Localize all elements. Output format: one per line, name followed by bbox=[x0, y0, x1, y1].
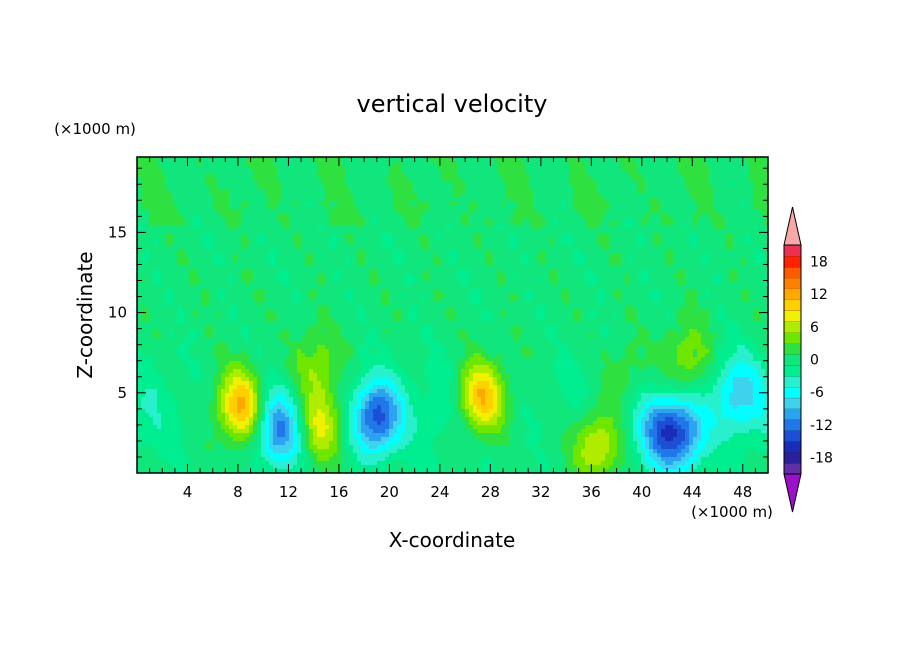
x-axis-label: X-coordinate bbox=[389, 528, 516, 552]
colorbar-tick-label: 6 bbox=[810, 320, 819, 336]
x-tick-label: 12 bbox=[279, 483, 298, 501]
x-axis-ticks: 4 8 12 16 20 24 28 32 36 40 44 48 bbox=[149, 157, 756, 501]
colorbar-swatch bbox=[784, 299, 801, 311]
x-tick-label: 4 bbox=[183, 483, 193, 501]
colorbar-swatch bbox=[784, 245, 801, 257]
colorbar-tick-label: -18 bbox=[810, 451, 833, 467]
colorbar-tick-label: -6 bbox=[810, 385, 824, 401]
colorbar-swatch bbox=[784, 386, 801, 398]
colorbar-swatch bbox=[784, 452, 801, 464]
colorbar-swatch bbox=[784, 332, 801, 344]
colorbar-swatch bbox=[784, 343, 801, 355]
colorbar-swatch bbox=[784, 266, 801, 279]
x-tick-label: 16 bbox=[329, 483, 348, 501]
colorbar-tick-label: 18 bbox=[810, 254, 828, 270]
x-tick-label: 8 bbox=[233, 483, 243, 501]
colorbar-tick-label: 12 bbox=[810, 287, 828, 303]
x-tick-label: 48 bbox=[733, 483, 752, 501]
y-tick-label: 15 bbox=[108, 223, 127, 241]
colorbar-swatch bbox=[784, 288, 801, 300]
colorbar-swatch bbox=[784, 397, 801, 409]
x-tick-label: 40 bbox=[632, 483, 651, 501]
x-tick-label: 36 bbox=[582, 483, 601, 501]
y-axis-label: Z-coordinate bbox=[73, 251, 97, 378]
x-tick-label: 28 bbox=[481, 483, 500, 501]
x-tick-label: 32 bbox=[531, 483, 550, 501]
y-axis-ticks: 5 10 15 bbox=[108, 167, 768, 458]
colorbar-top-arrow bbox=[783, 206, 802, 246]
y-unit-label: (×1000 m) bbox=[54, 120, 136, 138]
colorbar-swatch bbox=[784, 441, 801, 453]
contour-field bbox=[137, 157, 768, 473]
y-tick-label: 10 bbox=[108, 304, 127, 322]
colorbar-swatch bbox=[784, 463, 801, 475]
x-tick-label: 20 bbox=[380, 483, 399, 501]
colorbar-swatch bbox=[784, 354, 801, 366]
y-tick-label: 5 bbox=[117, 384, 127, 402]
colorbar-tick-label: -12 bbox=[810, 418, 833, 434]
colorbar bbox=[783, 206, 802, 513]
chart-title: vertical velocity bbox=[357, 90, 548, 118]
colorbar-labels: 18 12 6 0 -6 -12 -18 bbox=[810, 254, 833, 466]
colorbar-swatch bbox=[784, 310, 801, 322]
x-tick-label: 44 bbox=[683, 483, 702, 501]
colorbar-swatch bbox=[784, 255, 801, 268]
colorbar-swatch bbox=[784, 419, 801, 431]
colorbar-swatch bbox=[784, 430, 801, 442]
colorbar-swatch bbox=[784, 364, 801, 377]
x-tick-label: 24 bbox=[430, 483, 449, 501]
x-unit-label: (×1000 m) bbox=[691, 503, 773, 521]
colorbar-bottom-arrow bbox=[783, 473, 802, 513]
colorbar-swatch bbox=[784, 321, 801, 333]
colorbar-swatch bbox=[784, 277, 801, 289]
colorbar-tick-label: 0 bbox=[810, 353, 819, 369]
colorbar-swatch bbox=[784, 408, 801, 420]
colorbar-swatch bbox=[784, 375, 801, 388]
